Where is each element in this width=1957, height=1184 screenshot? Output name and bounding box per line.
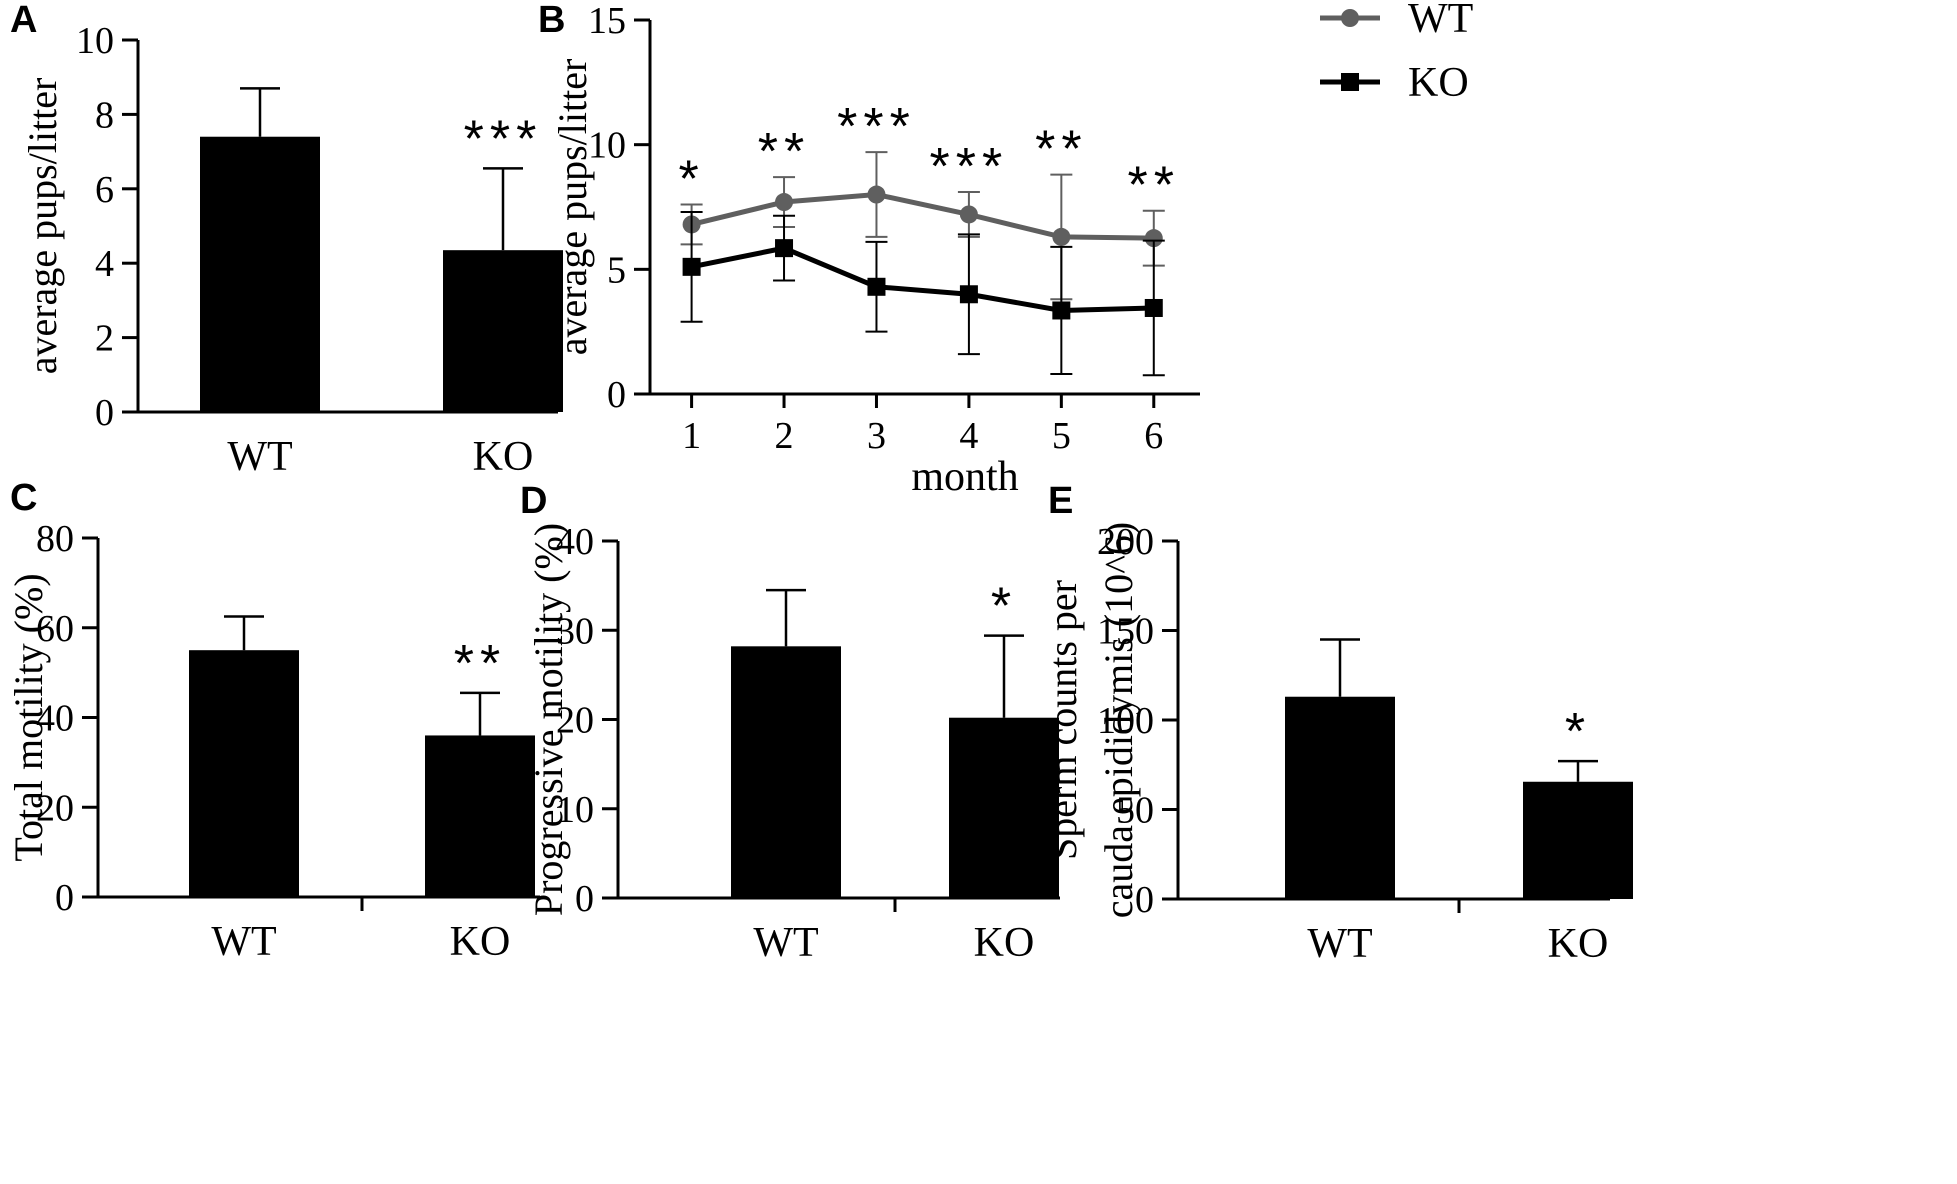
bar-ko: [425, 735, 535, 897]
y-axis-label: Sperm counts per: [1040, 580, 1085, 860]
bar-ko: [443, 250, 563, 412]
panel-label: D: [520, 480, 547, 522]
x-tick-label: 3: [867, 415, 886, 457]
y-tick-label: 20: [36, 787, 74, 829]
bar-ko: [1523, 781, 1633, 899]
data-point: [959, 285, 978, 304]
y-tick-label: 2: [95, 318, 114, 360]
y-tick-label: 100: [1097, 700, 1154, 742]
data-point: [682, 257, 701, 276]
x-tick-label: 5: [1052, 415, 1071, 457]
y-tick-label: 0: [607, 374, 626, 416]
series-ko: [680, 210, 1165, 377]
series-wt: [680, 151, 1165, 301]
y-tick-label: 150: [1097, 611, 1154, 653]
significance-label: **: [454, 635, 506, 693]
panel-label: C: [10, 477, 37, 519]
y-tick-label: 8: [95, 94, 114, 136]
x-tick-label: KO: [473, 434, 534, 480]
y-tick-label: 0: [55, 877, 74, 919]
significance-label: **: [1035, 121, 1087, 179]
series-line: [691, 192, 1154, 241]
y-axis-label: Progressive motility (%): [526, 523, 571, 916]
y-tick-label: 20: [556, 700, 594, 742]
y-tick-label: 4: [95, 243, 114, 285]
x-tick-label: KO: [450, 919, 511, 965]
significance-label: ***: [930, 138, 1009, 196]
significance-label: ***: [837, 98, 916, 156]
panel-label: A: [10, 0, 37, 41]
y-axis-label: cauda epididymis (10^6): [1096, 522, 1141, 918]
x-axis-label: month: [911, 454, 1018, 500]
y-tick-label: 10: [588, 125, 626, 167]
y-tick-label: 0: [1135, 879, 1154, 921]
significance-label: ***: [464, 110, 543, 168]
data-point: [775, 239, 794, 258]
panel-label: E: [1048, 480, 1073, 522]
legend-marker: [1341, 73, 1359, 91]
x-tick-label: WT: [1307, 921, 1372, 967]
y-tick-label: 40: [36, 698, 74, 740]
x-tick-label: WT: [211, 919, 276, 965]
x-tick-label: KO: [974, 920, 1035, 966]
y-tick-label: 0: [575, 878, 594, 920]
y-tick-label: 6: [95, 169, 114, 211]
data-point: [1144, 229, 1163, 248]
x-tick-label: 4: [959, 415, 978, 457]
significance-label: *: [678, 151, 704, 209]
bar-wt: [200, 136, 320, 412]
x-tick-label: 1: [682, 415, 701, 457]
data-point: [1144, 298, 1163, 317]
y-tick-label: 0: [95, 392, 114, 434]
y-axis-label: Total motility (%): [6, 573, 51, 861]
panel-label: B: [538, 0, 565, 41]
y-tick-label: 60: [36, 608, 74, 650]
y-tick-label: 5: [607, 249, 626, 291]
bar-wt: [731, 646, 841, 898]
data-point: [1052, 227, 1071, 246]
data-point: [775, 193, 794, 212]
legend-marker: [1341, 9, 1359, 27]
x-tick-label: WT: [753, 920, 818, 966]
bar-wt: [189, 650, 299, 897]
x-tick-label: WT: [227, 434, 292, 480]
y-tick-label: 30: [556, 610, 594, 652]
y-axis-label: average pups/litter: [20, 78, 65, 375]
y-axis-label: average pups/litter: [550, 59, 595, 356]
data-point: [959, 205, 978, 224]
significance-label: *: [1565, 703, 1591, 761]
significance-label: **: [1128, 157, 1180, 215]
y-tick-label: 15: [588, 0, 626, 42]
bar-wt: [1285, 696, 1395, 899]
legend-label: WT: [1408, 0, 1473, 42]
significance-label: *: [991, 578, 1017, 636]
y-tick-label: 50: [1116, 790, 1154, 832]
x-tick-label: 6: [1144, 415, 1163, 457]
significance-label: **: [758, 123, 810, 181]
y-tick-label: 80: [36, 518, 74, 560]
legend: WT KO: [1320, 0, 1473, 106]
data-point: [1052, 301, 1071, 320]
y-tick-label: 10: [556, 789, 594, 831]
panel-c: C Total motility (%)0 20 40 60 80 WT KO **: [6, 477, 540, 965]
data-point: [867, 277, 886, 296]
series-line: [691, 245, 1154, 313]
x-tick-label: KO: [1548, 921, 1609, 967]
y-tick-label: 40: [556, 521, 594, 563]
bar-ko: [949, 717, 1059, 898]
y-tick-label: 10: [76, 20, 114, 62]
x-tick-label: 2: [775, 415, 794, 457]
data-point: [867, 185, 886, 204]
legend-label: KO: [1408, 60, 1469, 106]
y-tick-label: 200: [1097, 521, 1154, 563]
panel-e: E Sperm counts per cauda epididymis (10^6)…: [1040, 480, 1633, 967]
